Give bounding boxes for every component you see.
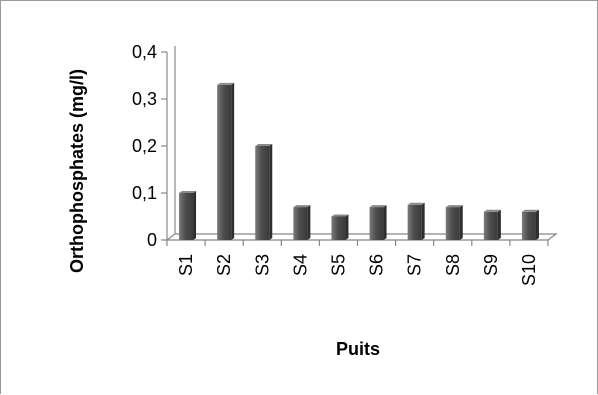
labels: 0 0,1 0,2 0,3 0,4 S1 S2 S3 S4 S5 S6 S7 S8 S9 S10: [132, 42, 539, 286]
bar-top: [255, 144, 273, 146]
x-tick-label: S10: [519, 254, 539, 286]
bar: [293, 205, 311, 240]
y-tick-label: 0,2: [132, 136, 157, 156]
bar-side: [345, 214, 349, 240]
bar: [179, 191, 197, 240]
bar: [521, 209, 539, 240]
bar: [331, 214, 349, 240]
bar-front: [331, 216, 346, 240]
bar-front: [445, 207, 460, 240]
x-tick-label: S9: [481, 254, 501, 276]
bar-top: [179, 191, 197, 193]
bar-top: [521, 209, 539, 212]
bar: [445, 205, 463, 240]
bar-side: [459, 205, 463, 240]
bar-side: [193, 191, 197, 240]
x-tick-label: S5: [328, 254, 348, 276]
bar: [255, 144, 273, 240]
bar-side: [421, 202, 425, 240]
bar-top: [331, 214, 349, 217]
bar-front: [293, 207, 308, 240]
y-axis-label: Orthophosphates (mg/l): [67, 69, 87, 273]
y-tick-label: 0,3: [132, 89, 157, 109]
bar-top: [217, 82, 235, 85]
bar-side: [231, 82, 235, 241]
bar-side: [307, 205, 311, 240]
x-tick-label: S7: [405, 254, 425, 276]
x-tick-label: S3: [252, 254, 272, 276]
bar-side: [535, 209, 539, 240]
x-tick-label: S1: [176, 254, 196, 276]
bar: [217, 82, 235, 241]
bar: [407, 202, 425, 240]
bar-top: [369, 205, 387, 208]
bar-front: [217, 84, 232, 241]
bar-front: [407, 204, 422, 240]
bar-side: [497, 209, 501, 240]
bar-front: [179, 193, 194, 240]
x-tick-label: S2: [214, 254, 234, 276]
bar-front: [521, 211, 536, 240]
x-tick-label: S8: [443, 254, 463, 276]
x-axis-label: Puits: [336, 339, 380, 359]
y-tick-label: 0,1: [132, 183, 157, 203]
bar-top: [293, 205, 311, 208]
bar-top: [445, 205, 463, 208]
bar-side: [269, 144, 273, 240]
y-tick-label: 0,4: [132, 42, 157, 62]
x-tick-label: S4: [290, 254, 310, 276]
bar: [483, 209, 501, 240]
bar-side: [383, 205, 387, 240]
y-tick-label: 0: [147, 230, 157, 250]
bar-front: [369, 207, 384, 240]
bar-front: [255, 146, 270, 240]
bar-front: [483, 211, 498, 240]
bars: [179, 82, 539, 241]
bar-top: [407, 202, 425, 205]
bar-top: [483, 209, 501, 212]
bar: [369, 205, 387, 240]
x-tick-label: S6: [367, 254, 387, 276]
